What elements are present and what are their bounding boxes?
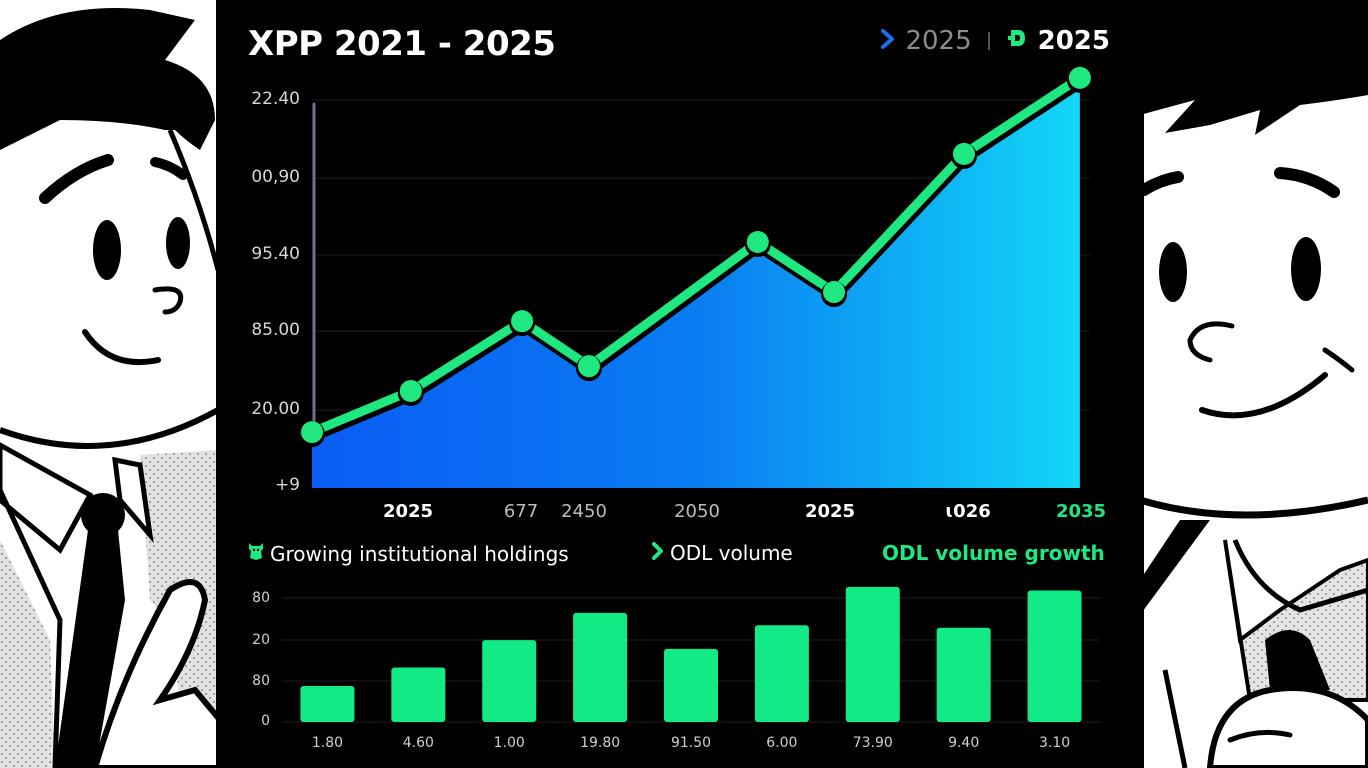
coin-d-icon xyxy=(1006,26,1028,56)
bar-y-tick-label: 0 xyxy=(261,713,270,729)
bar xyxy=(300,686,355,722)
cartoon-character-right xyxy=(1140,0,1368,768)
chevron-right-icon xyxy=(652,541,664,565)
chevron-right-icon xyxy=(881,26,895,56)
bar xyxy=(936,627,991,722)
bar-category-label: 1.00 xyxy=(493,735,525,751)
bar xyxy=(754,625,809,722)
data-point xyxy=(301,421,323,444)
bar xyxy=(573,612,628,722)
legend-odl-volume-growth: ODL volume growth xyxy=(882,541,1105,565)
y-tick-label: 20.00 xyxy=(251,399,300,419)
y-tick-label: 85.00 xyxy=(251,320,300,340)
bar-category-label: 19.80 xyxy=(580,735,621,751)
legend-separator xyxy=(987,32,990,50)
cartoon-character-left xyxy=(0,0,220,768)
bar xyxy=(664,648,718,722)
legend-label: Growing institutional holdings xyxy=(270,541,569,566)
data-point xyxy=(952,142,975,165)
legend-label: ODL volume xyxy=(670,541,793,565)
x-tick-label: ɩ026 xyxy=(945,501,991,522)
x-tick-label: 2450 xyxy=(561,501,607,522)
line-chart xyxy=(299,66,1093,488)
data-point xyxy=(511,310,534,333)
x-tick-label: 2025 xyxy=(804,501,856,522)
bar-category-label: 91.50 xyxy=(670,735,712,751)
data-point xyxy=(746,231,769,254)
bar-y-tick-label: 80 xyxy=(252,590,270,606)
legend-label: ODL volume growth xyxy=(882,541,1105,565)
top-legend: 2025 2025 xyxy=(881,26,1110,56)
cartoon-left-illustration xyxy=(0,0,220,768)
series-line xyxy=(310,74,1083,437)
bull-icon xyxy=(248,541,264,566)
y-tick-label: 00,90 xyxy=(251,167,300,187)
data-point xyxy=(577,355,600,378)
cartoon-right-illustration xyxy=(1140,0,1368,768)
bar-category-label: 1.80 xyxy=(311,735,344,751)
legend-label-2: 2025 xyxy=(1037,26,1110,56)
chart-title: XPP 2021 - 2025 xyxy=(248,24,556,64)
bar xyxy=(1027,590,1082,722)
data-point xyxy=(399,380,422,402)
bar xyxy=(845,586,900,722)
bar xyxy=(391,667,446,722)
legend-odl-volume: ODL volume xyxy=(652,541,793,565)
bar-chart xyxy=(282,586,1100,723)
bar xyxy=(482,640,537,722)
bar-y-tick-label: 20 xyxy=(252,632,270,648)
bar-category-label: 6.00 xyxy=(766,735,798,751)
bar-category-label: 4.60 xyxy=(402,735,434,751)
x-tick-label: 2035 xyxy=(1055,501,1107,522)
y-tick-label: 22.40 xyxy=(251,89,300,109)
x-tick-label: 2050 xyxy=(674,501,720,522)
x-tick-label: 677 xyxy=(503,501,539,522)
x-tick-label: 2025 xyxy=(382,501,434,522)
y-tick-label: +9 xyxy=(274,475,300,495)
bar-category-label: 73.90 xyxy=(852,735,893,751)
bar-category-label: 9.40 xyxy=(948,735,980,751)
data-point xyxy=(823,281,846,304)
legend-label-1: 2025 xyxy=(905,26,972,56)
legend-institutional-holdings: Growing institutional holdings xyxy=(248,541,569,566)
data-point xyxy=(1068,66,1091,89)
chart-panel: XPP 2021 - 2025 2025 2025 22.40 00,90 95… xyxy=(220,0,1140,768)
y-tick-label: 95.40 xyxy=(251,244,300,264)
area-fill xyxy=(312,77,1080,488)
bar-category-label: 3.10 xyxy=(1038,735,1071,751)
bar-y-tick-label: 80 xyxy=(252,673,270,689)
